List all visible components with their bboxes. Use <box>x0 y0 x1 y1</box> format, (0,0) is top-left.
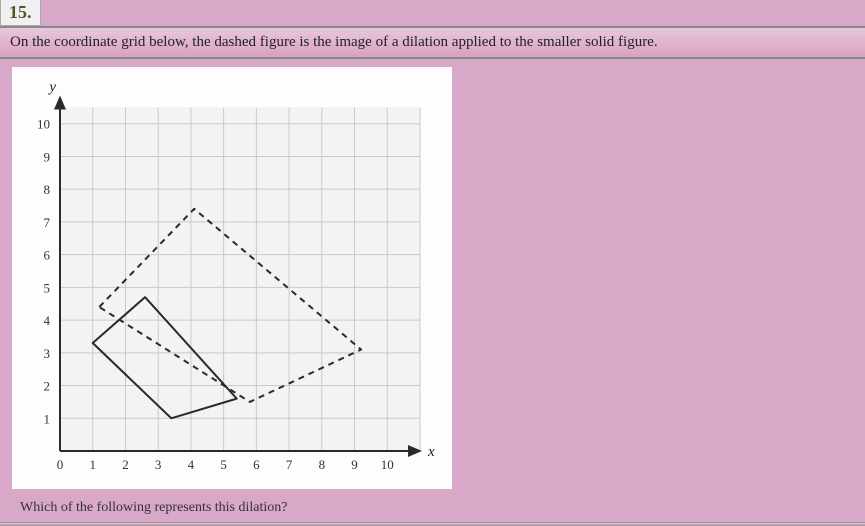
svg-text:3: 3 <box>44 346 51 361</box>
svg-text:1: 1 <box>89 457 96 472</box>
question-prompt: On the coordinate grid below, the dashed… <box>0 26 865 59</box>
question-number: 15. <box>0 0 41 26</box>
coordinate-grid-figure: 0 1 2 3 4 5 6 7 8 9 10 1 2 3 4 5 6 7 8 9 10 x y <box>12 67 452 489</box>
coordinate-grid-svg: 0 1 2 3 4 5 6 7 8 9 10 1 2 3 4 5 6 7 8 9 10 x y <box>20 75 450 485</box>
svg-text:9: 9 <box>351 457 358 472</box>
svg-text:9: 9 <box>44 149 51 164</box>
svg-text:1: 1 <box>44 411 51 426</box>
svg-text:8: 8 <box>44 182 51 197</box>
svg-text:5: 5 <box>44 280 51 295</box>
svg-text:0: 0 <box>57 457 64 472</box>
svg-text:6: 6 <box>44 248 51 263</box>
svg-text:y: y <box>47 80 56 96</box>
svg-text:7: 7 <box>286 457 293 472</box>
svg-text:3: 3 <box>155 457 162 472</box>
svg-text:10: 10 <box>381 457 394 472</box>
svg-text:2: 2 <box>44 379 51 394</box>
svg-text:10: 10 <box>37 117 50 132</box>
svg-text:4: 4 <box>44 313 51 328</box>
svg-text:7: 7 <box>44 215 51 230</box>
svg-text:2: 2 <box>122 457 129 472</box>
svg-text:8: 8 <box>319 457 326 472</box>
svg-text:5: 5 <box>220 457 227 472</box>
question-followup: Which of the following represents this d… <box>0 496 865 516</box>
svg-text:x: x <box>427 444 435 460</box>
divider-bar <box>0 522 865 526</box>
svg-text:4: 4 <box>188 457 195 472</box>
svg-text:6: 6 <box>253 457 260 472</box>
